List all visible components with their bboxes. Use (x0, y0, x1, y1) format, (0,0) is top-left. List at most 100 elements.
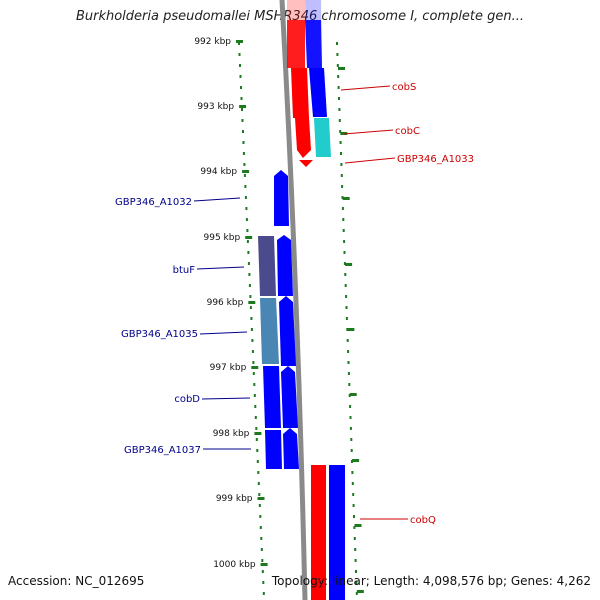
ruler-dot (261, 570, 264, 573)
ruler-dot (252, 372, 255, 375)
ruler-dot (255, 438, 258, 441)
ruler-dot (247, 251, 250, 254)
kbp-tick (236, 40, 243, 43)
gene-feature-cobQ[interactable] (311, 465, 345, 600)
ruler-dot (340, 174, 343, 177)
ruler-dot (258, 493, 261, 496)
ruler-dot (242, 130, 244, 133)
ruler-dot (241, 119, 244, 122)
genome-summary: Topology: linear; Length: 4,098,576 bp; … (271, 574, 591, 588)
ruler-dot (246, 240, 249, 243)
ruler-dot (355, 592, 358, 595)
gene-label-gbp346_a1032[interactable]: GBP346_A1032 (115, 197, 192, 208)
ruler-dot (339, 130, 342, 133)
ruler-dot (245, 218, 248, 221)
ruler-dot (239, 75, 242, 78)
ruler-dot (349, 416, 352, 419)
ruler-dot (245, 207, 248, 210)
label-leader-line (201, 397, 251, 400)
ruler-dot (243, 163, 246, 166)
ruler-dot (346, 339, 349, 342)
ruler-dot (354, 548, 357, 551)
ruler-dot (339, 141, 342, 144)
ruler-dot (244, 196, 247, 199)
ruler-dot (259, 526, 262, 529)
ruler-left (238, 42, 265, 595)
ruler-dot (336, 64, 339, 67)
ruler-dot (256, 460, 259, 463)
kbp-tick-right (340, 132, 348, 135)
kbp-tick (248, 301, 256, 304)
ruler-dot (347, 350, 350, 353)
ruler-dot (349, 405, 352, 408)
gene-label-cobs[interactable]: cobS (392, 82, 416, 93)
label-leader-line (193, 197, 241, 202)
ruler-dot (341, 207, 344, 210)
ruler-dot (238, 53, 241, 56)
ruler-dot (244, 185, 247, 188)
gene-labels: cobS cobC GBP346_A1033 GBP346_A1032 btuF GBP3… (115, 82, 474, 526)
ruler-dot (262, 581, 265, 584)
gene-feature-a1035[interactable] (260, 296, 296, 366)
label-leader-line (340, 85, 391, 91)
gene-label-gbp346_a1037[interactable]: GBP346_A1037 (124, 445, 201, 456)
ruler-dot (340, 152, 342, 155)
kbp-tick-right (338, 67, 345, 70)
ruler-dot (250, 328, 253, 331)
ruler-dot (349, 427, 352, 430)
ruler-dot (353, 515, 355, 518)
ruler-dot (242, 152, 245, 155)
ruler-dot (345, 317, 348, 320)
ruler-dot (344, 273, 347, 276)
ruler-dot (246, 229, 249, 232)
gene-label-btuf[interactable]: btuF (173, 265, 196, 276)
ruler-dot (253, 383, 256, 386)
kbp-scale: 992 kbp 993 kbp 994 kbp 995 kbp 996 kbp 997 k… (194, 37, 364, 593)
ruler-dot (247, 262, 250, 265)
ruler-dot (343, 262, 346, 265)
kbp-tick (254, 432, 262, 435)
ruler-dot (260, 548, 263, 551)
gene-feature-cobC[interactable] (314, 118, 331, 157)
label-leader-line (199, 331, 248, 335)
gene-feature-a1032[interactable] (274, 170, 289, 226)
ruler-dot (240, 86, 242, 89)
gene-feature-cobD[interactable] (263, 366, 298, 428)
gene-feature-blue-top[interactable] (305, 0, 327, 117)
gene-label-cobc[interactable]: cobC (395, 126, 420, 137)
ruler-dot (239, 64, 241, 67)
ruler-dot (353, 537, 356, 540)
gene-label-gbp346_a1035[interactable]: GBP346_A1035 (121, 329, 198, 340)
kbp-tick (251, 366, 259, 369)
ruler-dot (343, 251, 346, 254)
ruler-dot (343, 240, 346, 243)
gene-label-cobd[interactable]: cobD (174, 394, 200, 405)
ruler-dot (346, 328, 349, 331)
ruler-dot (352, 493, 355, 496)
label-leader-line (343, 129, 394, 135)
gene-feature-red-top[interactable] (287, 0, 313, 167)
ruler-dot (337, 86, 340, 89)
kbp-tick (260, 563, 268, 566)
gene-label-cobq[interactable]: cobQ (410, 515, 436, 526)
gene-feature-btuF[interactable] (258, 235, 293, 296)
ruler-dot (256, 449, 259, 452)
gene-feature-a1037[interactable] (265, 428, 299, 469)
kbp-label: 995 kbp (204, 233, 241, 243)
kbp-tick-right (356, 590, 364, 593)
ruler-dot (249, 306, 252, 309)
kbp-label: 992 kbp (194, 37, 231, 47)
ruler-dot (250, 317, 253, 320)
ruler-dot (336, 42, 338, 45)
ruler-dot (252, 361, 255, 364)
ruler-dot (347, 361, 350, 364)
ruler-dot (251, 350, 254, 353)
kbp-label: 999 kbp (216, 494, 253, 504)
ruler-dot (352, 504, 355, 507)
ruler-dot (255, 427, 258, 430)
ruler-dot (345, 295, 348, 298)
ruler-dot (341, 185, 344, 188)
gene-label-gbp346_a1033[interactable]: GBP346_A1033 (397, 154, 474, 165)
ruler-dot (258, 504, 261, 507)
accession-text: Accession: NC_012695 (8, 574, 145, 588)
